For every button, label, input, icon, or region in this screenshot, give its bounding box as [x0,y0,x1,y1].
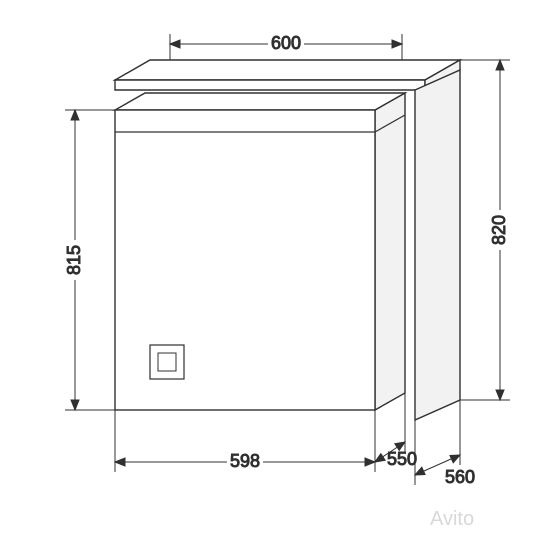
appliance [115,93,405,410]
dimension-drawing: 600 820 815 598 550 [0,0,540,540]
dim-niche-height: 820 [460,60,511,400]
dim-appliance-height: 815 [64,110,115,410]
appliance-side-face [375,93,405,410]
niche-right-wall [415,70,460,420]
countertop [115,60,460,90]
dim-niche-depth-label: 560 [445,467,475,487]
dim-countertop-width-label: 600 [271,33,301,53]
appliance-control-panel [150,345,184,379]
dim-niche-height-label: 820 [489,215,509,245]
countertop-front-edge [115,80,425,90]
dim-appliance-height-label: 815 [64,245,84,275]
appliance-top-face [115,93,405,110]
countertop-top-face [115,60,460,80]
dim-countertop-width: 600 [170,33,402,60]
dim-appliance-width-label: 598 [230,451,260,471]
watermark-text: Avito [430,508,474,530]
dim-appliance-depth-label: 550 [387,449,417,469]
dim-appliance-width: 598 [115,410,375,473]
